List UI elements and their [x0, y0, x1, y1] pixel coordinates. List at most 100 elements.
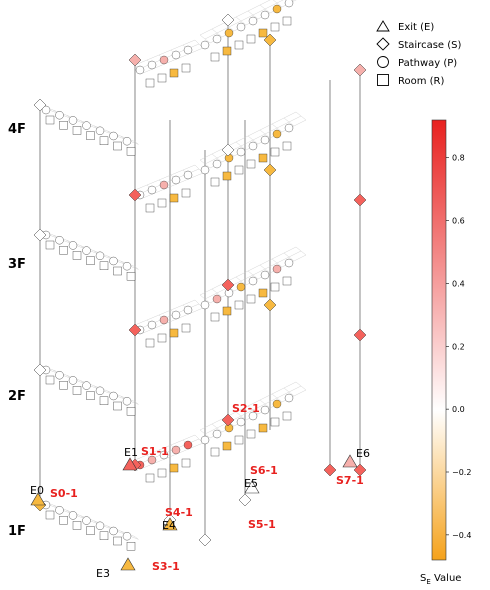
room-node: [145, 203, 155, 213]
pathway-node: [260, 135, 270, 145]
pathway-node: [109, 391, 118, 401]
room-node: [258, 153, 268, 163]
pathway-node: [95, 126, 105, 136]
grid-line: [271, 393, 283, 403]
room-node: [270, 282, 280, 292]
room-node: [113, 536, 122, 546]
room-node: [210, 52, 220, 62]
stair-label-s3-1: S3-1: [152, 560, 180, 573]
pathway-node: [200, 40, 210, 50]
vertical-connectors: [39, 15, 361, 540]
room-node: [45, 115, 55, 125]
pathway-node: [147, 320, 157, 330]
colorbar-tick-label: 0.6: [452, 217, 465, 226]
pathway-node: [236, 417, 246, 427]
room-node: [113, 141, 122, 151]
stair-label-s4-1: S4-1: [165, 506, 193, 519]
pathway-node: [55, 235, 64, 245]
colorbar-tick-label: 0.2: [452, 342, 465, 351]
grid-line: [235, 411, 247, 421]
staircase-node: [221, 13, 235, 27]
grid-line: [283, 117, 295, 127]
room-node: [99, 136, 109, 146]
room-node: [234, 165, 244, 175]
grid-line: [259, 399, 271, 409]
pathway-node: [82, 516, 91, 525]
grid-line: [134, 266, 139, 270]
room-node: [270, 417, 280, 427]
grid-line: [283, 252, 295, 262]
room-node: [99, 396, 109, 405]
room-node: [86, 131, 95, 140]
grid-line: [134, 39, 196, 66]
pathway-node: [68, 116, 78, 125]
grid-line: [223, 22, 235, 32]
room-node: [234, 300, 244, 310]
grid-line: [134, 401, 139, 405]
room-node: [72, 386, 82, 395]
pathway-node: [248, 141, 258, 151]
pathway-node: [212, 34, 222, 44]
staircase-node: [353, 328, 367, 342]
floor-label-1f: 1F: [8, 524, 26, 539]
grid-line: [259, 264, 271, 274]
staircase-node: [221, 143, 235, 157]
staircase-node: [128, 53, 142, 67]
grid-line: [259, 4, 271, 14]
grid-line: [271, 123, 283, 133]
pathway-node: [55, 110, 64, 120]
pathway-node: [122, 136, 132, 146]
pathway-node: [272, 264, 282, 274]
pathway-node: [159, 180, 169, 190]
stair-label-s0-1: S0-1: [50, 487, 78, 500]
room-node: [169, 193, 179, 203]
room-node: [210, 177, 220, 187]
room-node: [157, 468, 167, 478]
legend-triangle-icon: [376, 20, 390, 32]
exit-node: [162, 517, 178, 531]
room-node: [181, 63, 191, 73]
legend-pathway-label: Pathway (P): [398, 58, 457, 69]
grid-line: [211, 28, 223, 38]
legend-diamond-icon: [376, 37, 390, 51]
staircase-node: [353, 193, 367, 207]
room-node: [210, 447, 220, 457]
pathway-node: [183, 45, 193, 55]
pathway-node: [212, 294, 222, 304]
pathway-node: [171, 175, 181, 185]
grid-line: [247, 270, 259, 280]
room-node: [181, 188, 191, 198]
room-node: [145, 78, 155, 88]
pathway-node: [68, 511, 78, 520]
room-node: [86, 391, 95, 400]
pathway-node: [135, 65, 145, 75]
pathway-node: [122, 262, 132, 271]
pathway-node: [200, 165, 210, 175]
staircase-node: [198, 533, 212, 547]
room-node: [222, 171, 232, 181]
pathway-node: [122, 532, 132, 541]
exit-label-e4: E4: [162, 519, 176, 532]
room-node: [222, 441, 232, 451]
staircase-node: [221, 278, 235, 292]
staircase-node: [33, 98, 47, 112]
pathway-node: [236, 147, 246, 157]
legend-circle-icon: [377, 56, 389, 68]
legend-exit-label: Exit (E): [398, 22, 434, 33]
floor-label-2f: 2F: [8, 389, 26, 404]
pathway-node: [200, 435, 210, 445]
room-node: [169, 328, 179, 338]
stair-label-s5-1: S5-1: [248, 518, 276, 531]
room-node: [246, 159, 256, 169]
pathway-node: [82, 121, 91, 130]
grid-line: [211, 153, 223, 163]
floor-label-3f: 3F: [8, 257, 26, 272]
exit-label-e0: E0: [30, 484, 44, 497]
pathway-node: [147, 455, 157, 465]
colorbar-tick-label: −0.2: [452, 468, 471, 477]
pathway-node: [260, 270, 270, 280]
exit-label-e3: E3: [96, 567, 110, 580]
room-node: [72, 251, 82, 260]
pathway-node: [183, 440, 193, 450]
room-node: [157, 198, 167, 208]
